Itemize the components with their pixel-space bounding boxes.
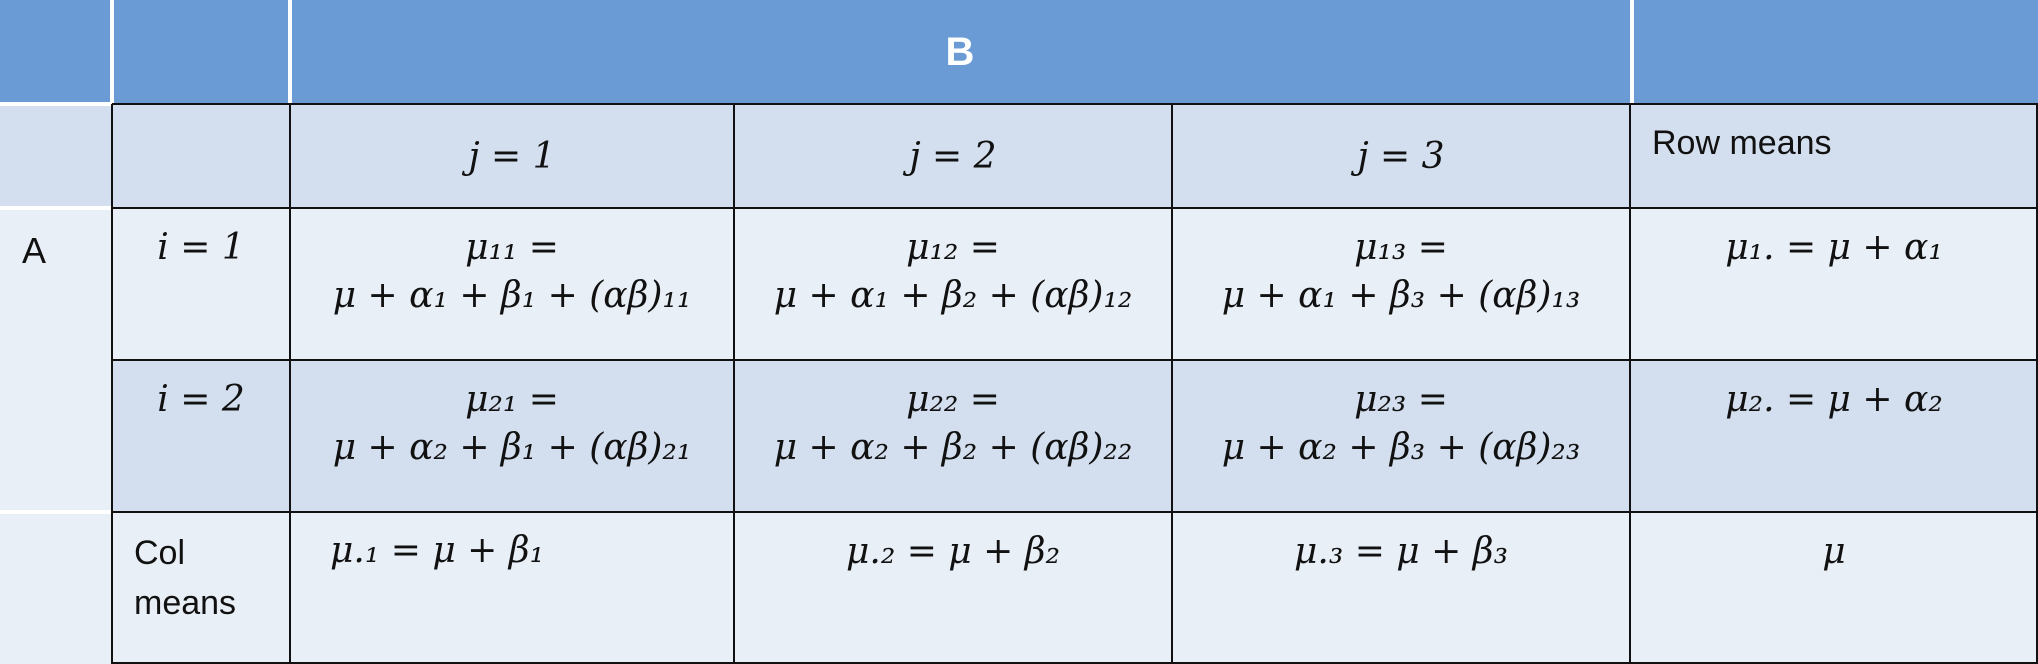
border-h-3 [112, 359, 2038, 361]
white-divider-v2 [288, 0, 292, 104]
column-header-j3: j = 3 [1172, 104, 1630, 208]
cell-mu-13-bottom: μ + α₁ + β₃ + (αβ)₁₃ [1221, 275, 1581, 316]
cell-mu-21-bottom: μ + α₂ + β₁ + (αβ)₂₁ [332, 427, 692, 468]
cell-mu-21: μ₂₁ = μ + α₂ + β₁ + (αβ)₂₁ [290, 360, 734, 512]
white-divider-h3 [0, 510, 112, 514]
column-header-blank [112, 104, 290, 208]
white-divider-v1 [110, 0, 114, 104]
cell-mu-21-top: μ₂₁ = [465, 379, 559, 420]
border-v-1 [289, 104, 291, 664]
cell-mu-12: μ₁₂ = μ + α₁ + β₂ + (αβ)₁₂ [734, 208, 1172, 360]
cell-mu-13-top: μ₁₃ = [1354, 227, 1448, 268]
col-mean-j2: μ.₂ = μ + β₂ [734, 512, 1172, 664]
cell-mu-23-top: μ₂₃ = [1354, 379, 1448, 420]
border-h-2 [112, 207, 2038, 209]
cell-mu-22: μ₂₂ = μ + α₂ + β₂ + (αβ)₂₂ [734, 360, 1172, 512]
col-means-label: Col means [112, 512, 290, 664]
row-mean-i1: μ₁. = μ + α₁ [1630, 208, 2038, 360]
grand-mean: μ [1630, 512, 2038, 664]
cell-mu-12-top: μ₁₂ = [906, 227, 1000, 268]
cell-mu-13: μ₁₃ = μ + α₁ + β₃ + (αβ)₁₃ [1172, 208, 1630, 360]
row-mean-i2: μ₂. = μ + α₂ [1630, 360, 2038, 512]
factor-b-title: B [290, 0, 1630, 104]
header-right-cell [1630, 0, 2038, 104]
border-h-bottom [112, 662, 2038, 664]
border-v-3 [1171, 104, 1173, 664]
border-v-left [111, 104, 113, 664]
cell-mu-11-bottom: μ + α₁ + β₁ + (αβ)₁₁ [332, 275, 692, 316]
cell-mu-11: μ₁₁ = μ + α₁ + β₁ + (αβ)₁₁ [290, 208, 734, 360]
col-means-label-line1: Col [134, 534, 186, 572]
cell-mu-23-bottom: μ + α₂ + β₃ + (αβ)₂₃ [1221, 427, 1581, 468]
row-label-i1: i = 1 [112, 208, 290, 360]
cell-mu-11-top: μ₁₁ = [465, 227, 559, 268]
border-v-2 [733, 104, 735, 664]
column-header-row-means: Row means [1630, 104, 2038, 208]
row-label-i2: i = 2 [112, 360, 290, 512]
white-divider-h1 [0, 102, 112, 106]
column-header-corner [0, 104, 112, 208]
border-v-4 [1629, 104, 1631, 664]
factor-a-label: A [0, 208, 112, 512]
column-header-j1: j = 1 [290, 104, 734, 208]
col-mean-j1: μ.₁ = μ + β₁ [290, 512, 734, 664]
header-corner-cell [0, 0, 112, 104]
col-means-label-line2: means [134, 584, 237, 622]
header-blank-cell [112, 0, 290, 104]
border-v-right [2036, 104, 2038, 664]
cell-mu-12-bottom: μ + α₁ + β₂ + (αβ)₁₂ [773, 275, 1133, 316]
cell-mu-23: μ₂₃ = μ + α₂ + β₃ + (αβ)₂₃ [1172, 360, 1630, 512]
border-h-top [112, 103, 2038, 105]
col-mean-j3: μ.₃ = μ + β₃ [1172, 512, 1630, 664]
white-divider-h2 [0, 206, 112, 210]
cell-mu-22-top: μ₂₂ = [906, 379, 1000, 420]
cell-mu-22-bottom: μ + α₂ + β₂ + (αβ)₂₂ [773, 427, 1133, 468]
white-divider-v3 [1630, 0, 1634, 104]
col-means-corner [0, 512, 112, 664]
column-header-j2: j = 2 [734, 104, 1172, 208]
border-h-4 [112, 511, 2038, 513]
